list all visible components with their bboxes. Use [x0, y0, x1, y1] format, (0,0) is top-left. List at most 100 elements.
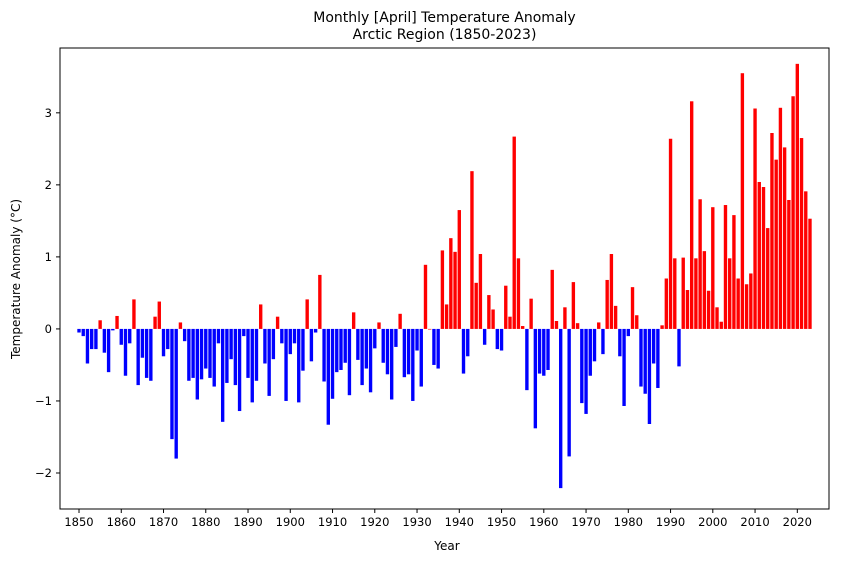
bar-1852 — [85, 328, 90, 364]
bar-1989 — [664, 278, 669, 329]
x-tick-label-1920: 1920 — [360, 515, 389, 529]
bar-1963 — [554, 321, 559, 329]
x-tick-label-1860: 1860 — [107, 515, 136, 529]
bar-1978 — [618, 328, 622, 357]
bar-1931 — [419, 328, 423, 387]
bar-2020 — [795, 63, 799, 329]
bar-1939 — [453, 251, 457, 329]
bar-1982 — [635, 315, 639, 329]
bar-1896 — [271, 328, 276, 360]
x-axis: 1850 1860 1870 1880 1890 1900 1910 1920 1930 1940… — [64, 509, 812, 529]
y-tick-label-2: 2 — [45, 178, 52, 192]
bar-1953 — [512, 136, 516, 329]
bar-2016 — [778, 107, 783, 329]
bar-1901 — [292, 328, 297, 344]
y-tick-label-0: 0 — [45, 322, 52, 336]
x-tick-label-1900: 1900 — [276, 515, 305, 529]
bar-1918 — [364, 328, 369, 369]
bar-1906 — [313, 328, 318, 333]
bar-1873 — [174, 328, 178, 459]
bar-1923 — [385, 328, 390, 375]
bar-1965 — [563, 307, 567, 329]
bar-1933 — [428, 328, 432, 330]
bar-1972 — [592, 328, 597, 362]
bar-2011 — [757, 181, 761, 329]
bar-2010 — [753, 108, 757, 329]
x-axis-label: Year — [433, 539, 459, 553]
bar-1910 — [330, 328, 335, 399]
bar-1920 — [373, 328, 377, 349]
bar-1998 — [702, 251, 707, 329]
bar-1904 — [305, 299, 309, 329]
bar-1868 — [153, 316, 157, 329]
bar-1926 — [398, 313, 402, 329]
bar-1932 — [423, 264, 428, 329]
bar-2006 — [736, 278, 740, 329]
bar-1921 — [377, 322, 381, 329]
bar-2018 — [787, 199, 791, 329]
bar-1979 — [622, 328, 626, 406]
x-tick-label-1970: 1970 — [571, 515, 600, 529]
bar-1914 — [347, 328, 352, 396]
bar-2019 — [791, 96, 795, 329]
x-tick-label-1930: 1930 — [402, 515, 431, 529]
x-tick-label-2010: 2010 — [740, 515, 769, 529]
bar-1877 — [191, 328, 195, 378]
bar-1886 — [229, 328, 233, 360]
bar-1898 — [280, 328, 284, 344]
bar-1996 — [694, 258, 698, 329]
bar-1891 — [250, 328, 254, 403]
bar-1919 — [368, 328, 373, 393]
bar-1941 — [461, 328, 466, 374]
y-tick-label-1: 1 — [45, 250, 52, 264]
bar-1997 — [698, 199, 702, 329]
bar-1905 — [309, 328, 314, 362]
bar-2017 — [782, 147, 787, 329]
bar-1888 — [237, 328, 242, 412]
bar-1867 — [149, 328, 153, 381]
bar-2012 — [761, 187, 766, 329]
bar-1878 — [195, 328, 200, 400]
bar-1958 — [533, 328, 538, 429]
bar-1956 — [525, 328, 529, 391]
bar-1893 — [259, 304, 263, 329]
bar-1870 — [161, 328, 166, 357]
bar-1871 — [166, 328, 170, 350]
bar-1928 — [406, 328, 411, 375]
bar-2008 — [744, 284, 749, 329]
bar-1990 — [668, 138, 673, 329]
bar-1988 — [660, 325, 664, 329]
bar-1916 — [356, 328, 360, 360]
bar-1917 — [360, 328, 364, 386]
bar-1922 — [381, 328, 385, 363]
bar-1850 — [77, 328, 81, 333]
bar-1854 — [94, 328, 98, 350]
bar-1964 — [559, 328, 563, 489]
bar-1853 — [90, 328, 94, 350]
bar-1903 — [301, 328, 305, 371]
bar-1863 — [132, 299, 136, 329]
bar-1946 — [482, 328, 487, 345]
bar-1937 — [444, 304, 449, 329]
bar-1913 — [343, 328, 347, 363]
chart-subtitle: Arctic Region (1850-2023) — [353, 27, 537, 43]
bar-1955 — [520, 326, 525, 329]
bar-1936 — [440, 250, 445, 329]
bar-1929 — [411, 328, 415, 401]
bar-1973 — [597, 322, 601, 329]
bar-1986 — [651, 328, 656, 364]
bar-1912 — [339, 328, 343, 370]
bar-1884 — [220, 328, 225, 422]
bar-1940 — [457, 210, 461, 329]
bar-2000 — [711, 207, 715, 329]
bar-1971 — [588, 328, 592, 376]
bar-1974 — [601, 328, 605, 355]
bar-1909 — [326, 328, 330, 425]
bar-1977 — [613, 305, 618, 329]
bar-2002 — [719, 321, 723, 329]
bar-1950 — [499, 328, 504, 351]
bar-1883 — [216, 328, 221, 344]
bar-2009 — [749, 273, 753, 329]
bar-1915 — [351, 312, 356, 329]
